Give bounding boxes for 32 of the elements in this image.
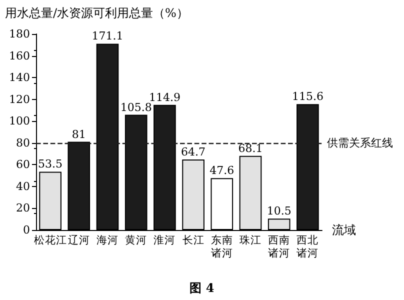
x-tick-label: 珠江 xyxy=(240,234,262,246)
y-tick-label: 160 xyxy=(9,49,30,62)
y-tick-label: 120 xyxy=(9,92,30,106)
y-tick-label: 20 xyxy=(16,202,30,215)
x-tick-label: 淮河 xyxy=(154,234,176,246)
x-tick-label: 长江 xyxy=(182,234,204,246)
y-tick-label: 60 xyxy=(16,158,30,172)
data-label: 64.7 xyxy=(181,146,206,159)
ref-line-label: 供需关系红线 xyxy=(327,136,393,150)
data-label: 81 xyxy=(72,128,86,141)
data-label: 68.1 xyxy=(238,142,263,155)
y-tick-label: 0 xyxy=(23,224,30,236)
caption: 图 4 xyxy=(190,281,214,295)
x-tick-label: 东南诸河 xyxy=(210,234,233,260)
x-axis-title: 流域 xyxy=(332,223,356,237)
data-label: 115.6 xyxy=(292,90,324,104)
x-tick-label: 黄河 xyxy=(125,234,148,246)
data-label: 171.1 xyxy=(92,30,124,43)
chart-title: 用水总量/水资源可利用总量（%） xyxy=(5,6,188,20)
y-tick-label: 140 xyxy=(9,71,30,84)
y-tick-label: 40 xyxy=(16,180,30,193)
data-label: 53.5 xyxy=(38,158,63,171)
y-tick-label: 80 xyxy=(16,136,30,150)
x-tick-label: 辽河 xyxy=(68,234,90,246)
x-tick-label: 海河 xyxy=(96,234,118,246)
x-tick-label: 西南诸河 xyxy=(268,234,290,260)
y-tick-label: 100 xyxy=(9,114,30,128)
data-label: 47.6 xyxy=(210,164,234,178)
x-tick-label: 松花江 xyxy=(34,234,67,246)
data-label: 10.5 xyxy=(266,204,292,218)
x-tick-label: 西北诸河 xyxy=(296,234,319,260)
y-tick-label: 180 xyxy=(9,28,30,40)
